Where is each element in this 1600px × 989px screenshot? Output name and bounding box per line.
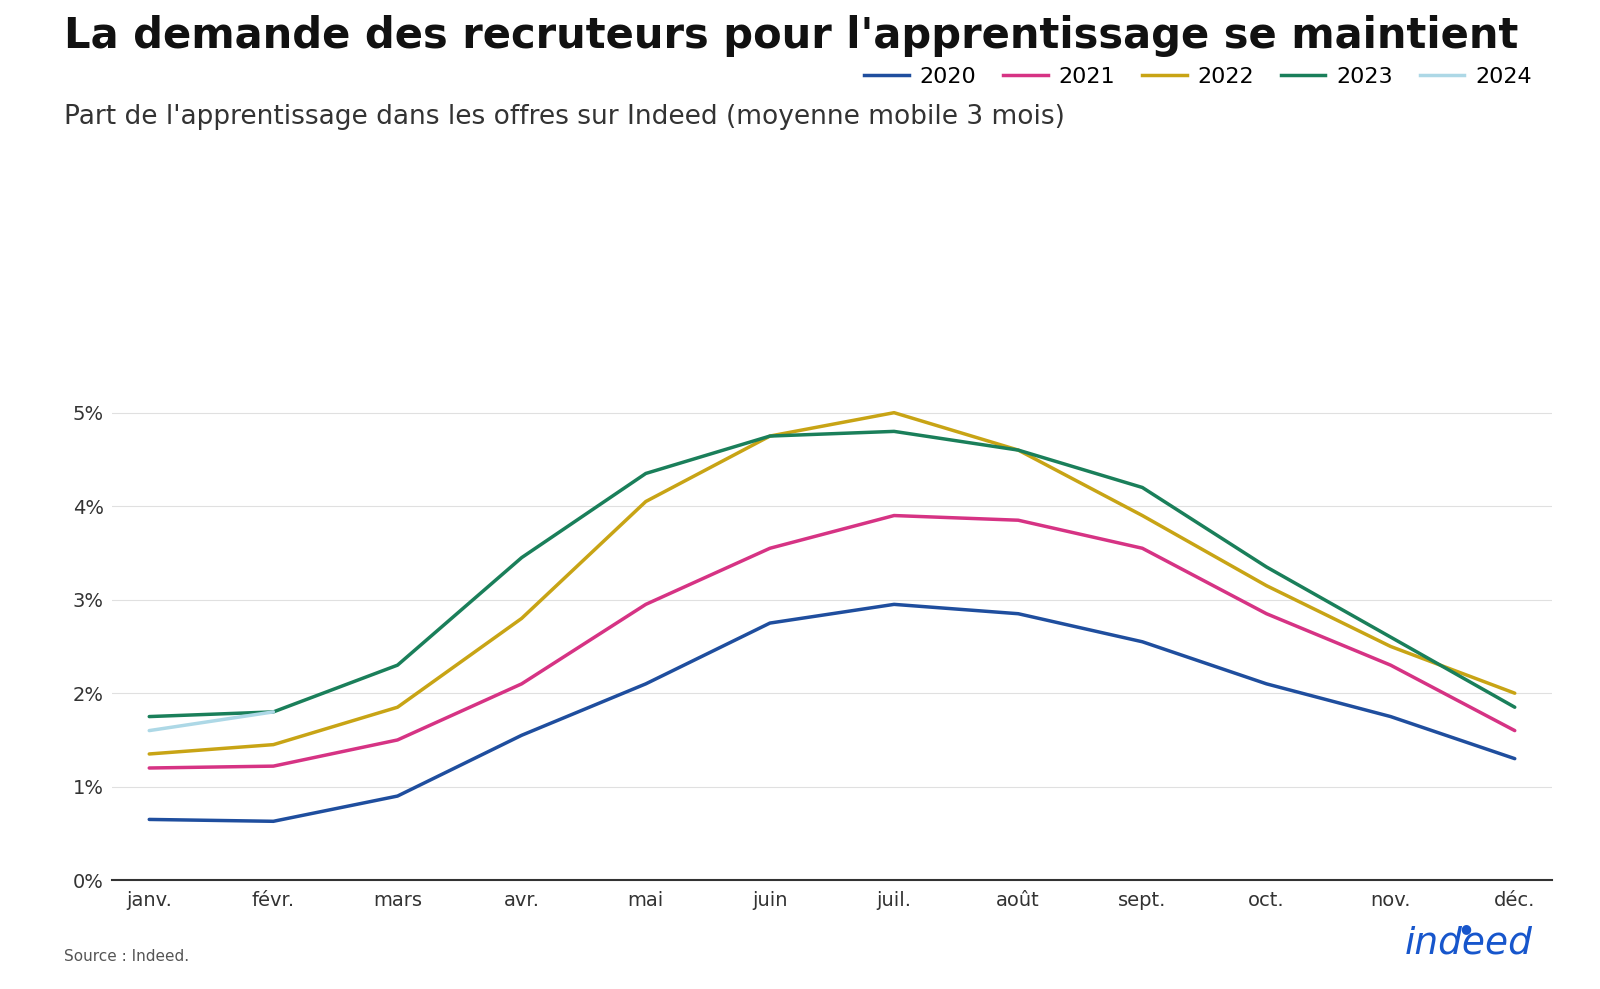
Text: indeed: indeed (1405, 926, 1533, 961)
Text: Source : Indeed.: Source : Indeed. (64, 949, 189, 964)
Text: Part de l'apprentissage dans les offres sur Indeed (moyenne mobile 3 mois): Part de l'apprentissage dans les offres … (64, 104, 1066, 130)
Legend: 2020, 2021, 2022, 2023, 2024: 2020, 2021, 2022, 2023, 2024 (856, 58, 1541, 96)
Text: La demande des recruteurs pour l'apprentissage se maintient: La demande des recruteurs pour l'apprent… (64, 15, 1518, 56)
Text: ●: ● (1461, 922, 1470, 935)
